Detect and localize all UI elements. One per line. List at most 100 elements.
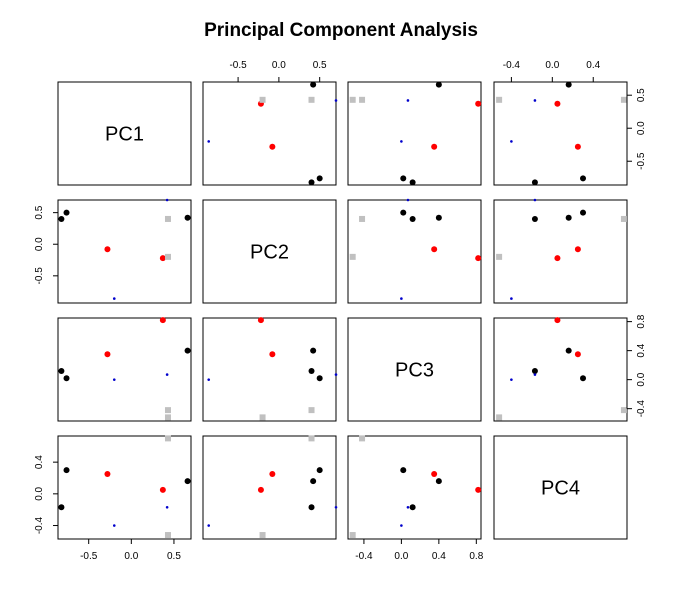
tick-label: 0.0 (636, 121, 647, 135)
tick-label: 0.0 (394, 551, 408, 562)
tick-label: 0.5 (636, 88, 647, 102)
tick-label: 0.4 (34, 455, 45, 469)
panel-frame (57, 81, 192, 186)
panel-pc2-pc3 (347, 198, 482, 304)
data-point (620, 407, 627, 414)
data-point (165, 506, 169, 509)
tick-label: 0.4 (636, 343, 647, 357)
tick-label: 0.0 (34, 237, 45, 251)
data-point (349, 253, 356, 260)
panel-frame (347, 435, 482, 540)
data-point (310, 81, 317, 88)
bottom-axis-pc1: -0.5 0.0 0.5 (80, 538, 181, 562)
panel-pc1-pc4 (493, 81, 628, 186)
data-point (359, 96, 366, 103)
data-point (431, 471, 438, 478)
data-point (334, 99, 338, 102)
diagonal-label-pc2: PC2 (250, 242, 289, 264)
data-point (164, 215, 171, 222)
data-point (58, 504, 65, 511)
data-point (435, 214, 442, 221)
tick-label: 0.4 (586, 60, 600, 71)
panel-pc1-pc2 (202, 81, 338, 186)
data-point (308, 407, 315, 414)
data-point (400, 175, 407, 182)
data-point (400, 524, 403, 527)
panel-pc1-pc1: PC1 (57, 81, 192, 186)
data-point (159, 255, 166, 262)
data-point (104, 351, 111, 358)
data-point (308, 367, 315, 374)
data-point (409, 215, 416, 222)
data-point (58, 367, 65, 374)
chart-title: Principal Component Analysis (204, 20, 478, 41)
tick-label: -0.4 (636, 400, 647, 418)
data-point (475, 486, 482, 493)
tick-label: 0.0 (636, 372, 647, 386)
data-point (580, 375, 587, 382)
data-point (334, 506, 338, 509)
data-point (104, 471, 111, 478)
data-point (435, 81, 442, 88)
panel-pc2-pc2: PC2 (202, 199, 337, 304)
data-point (565, 347, 572, 354)
data-point (259, 414, 266, 421)
data-point (435, 478, 442, 485)
data-point (207, 140, 211, 143)
tick-label: -0.5 (80, 551, 98, 562)
panel-frame (347, 81, 482, 186)
data-point (406, 99, 410, 102)
data-point (63, 467, 70, 474)
right-axis-pc1: -0.5 0.0 0.5 (626, 88, 647, 170)
data-point (406, 198, 410, 202)
data-point (316, 375, 323, 382)
panel-frame (493, 317, 628, 422)
data-point (409, 179, 416, 186)
tick-label: -0.4 (34, 516, 45, 534)
data-point (308, 504, 315, 511)
data-point (259, 96, 266, 103)
panel-frame (347, 317, 482, 422)
data-point (400, 467, 407, 474)
data-point (400, 209, 407, 216)
right-axis-pc3: -0.4 0.0 0.4 0.8 (626, 314, 647, 418)
data-point (259, 532, 266, 539)
panel-pc3-pc1 (57, 317, 192, 422)
data-point (533, 99, 537, 102)
data-point (409, 504, 416, 511)
data-point (159, 317, 166, 324)
data-point (112, 524, 116, 527)
data-point (574, 351, 581, 358)
data-point (184, 214, 191, 221)
data-point (359, 435, 366, 442)
data-point (496, 414, 503, 421)
data-point (165, 373, 169, 376)
data-point (269, 471, 276, 478)
data-point (310, 347, 317, 354)
panel-pc3-pc2 (202, 317, 338, 422)
data-point (104, 246, 111, 253)
panel-frame (493, 81, 628, 186)
tick-label: 0.4 (432, 551, 446, 562)
data-point (531, 179, 538, 186)
data-point (496, 253, 503, 260)
left-axis-pc2: -0.5 0.0 0.5 (34, 205, 59, 284)
data-point (510, 297, 513, 300)
panel-pc2-pc4 (493, 198, 628, 304)
data-point (257, 317, 264, 324)
data-point (334, 373, 338, 376)
panel-frame (202, 199, 337, 304)
panel-pc4-pc1 (57, 435, 192, 540)
data-point (207, 524, 211, 527)
panel-pc3-pc4 (493, 317, 628, 422)
tick-label: 0.8 (469, 551, 483, 562)
bottom-axis-pc3: -0.4 0.0 0.4 0.8 (355, 538, 484, 562)
data-point (574, 246, 581, 253)
tick-label: -0.4 (503, 60, 521, 71)
tick-label: -0.5 (229, 60, 247, 71)
data-point (58, 215, 65, 222)
data-point (165, 198, 169, 202)
panel-frame (202, 81, 337, 186)
diagonal-label-pc4: PC4 (541, 478, 580, 500)
